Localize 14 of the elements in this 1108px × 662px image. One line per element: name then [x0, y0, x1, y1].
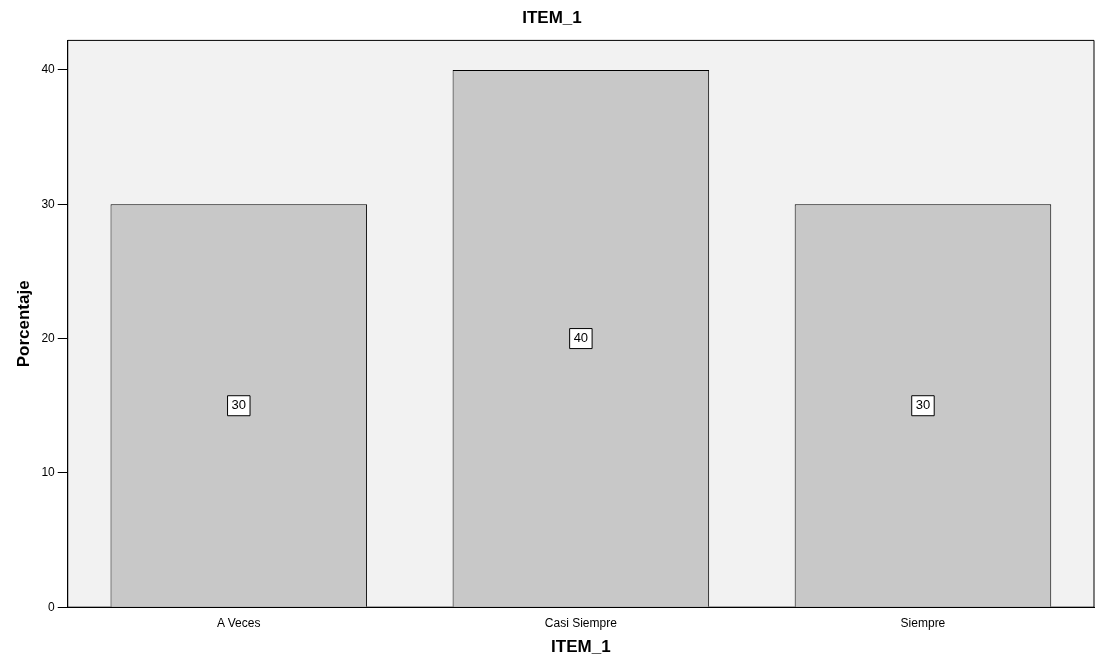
chart-title: ITEM_1	[522, 7, 582, 27]
x-tick-label: Siempre	[900, 615, 946, 630]
data-label: 30	[915, 397, 931, 413]
x-tick-label: A Veces	[217, 615, 261, 630]
y-tick-label: 0	[48, 599, 56, 614]
data-label: 30	[231, 397, 247, 413]
data-label: 40	[573, 330, 589, 346]
y-tick-label: 20	[41, 330, 56, 345]
x-tick-label: Casi Siempre	[544, 615, 618, 630]
y-axis-title: Porcentaje	[13, 280, 33, 368]
x-axis-title: ITEM_1	[551, 637, 611, 657]
y-tick-label: 10	[41, 465, 56, 480]
y-tick-label: 40	[41, 62, 56, 77]
y-tick-label: 30	[41, 196, 56, 211]
